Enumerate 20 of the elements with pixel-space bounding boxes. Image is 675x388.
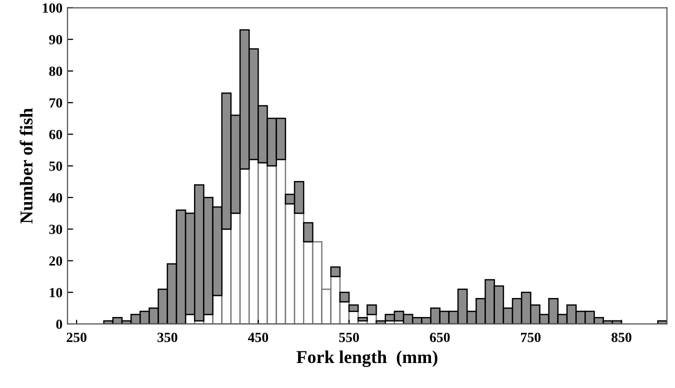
y-tick-label: 80 bbox=[49, 66, 62, 76]
x-tick-label: 450 bbox=[248, 332, 268, 342]
y-tick-label: 90 bbox=[49, 34, 62, 44]
y-tick-label: 30 bbox=[49, 224, 62, 234]
y-tick-label: 40 bbox=[48, 193, 62, 202]
x-tick-label: 650 bbox=[430, 332, 450, 342]
y-tick-label: 20 bbox=[49, 256, 62, 266]
y-tick-label: 10 bbox=[50, 288, 62, 298]
y-tick-label: 50 bbox=[49, 161, 62, 171]
x-tick-label: 550 bbox=[339, 332, 359, 342]
y-axis-title: Number of fish bbox=[20, 108, 33, 224]
x-tick-label: 750 bbox=[521, 332, 541, 342]
x-tick-label: 250 bbox=[66, 332, 86, 342]
y-tick-label: 60 bbox=[49, 130, 62, 140]
x-tick-label: 350 bbox=[158, 332, 178, 342]
y-tick-label: 100 bbox=[42, 3, 62, 13]
x-tick-label: 850 bbox=[612, 332, 632, 342]
y-tick-label: 70 bbox=[50, 98, 62, 108]
y-tick-label: 0 bbox=[56, 320, 62, 329]
x-axis-title: Fork length (mm) bbox=[296, 350, 438, 367]
